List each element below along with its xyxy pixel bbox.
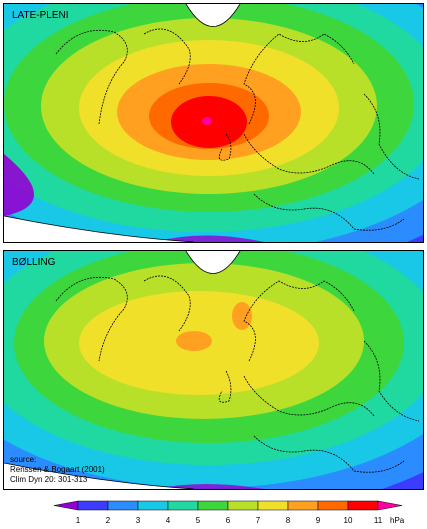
contour-band xyxy=(176,331,212,351)
contour-band xyxy=(202,117,212,125)
legend-tick-label: 7 xyxy=(256,516,261,525)
source-citation: source: Renssen & Bogaart (2001) Clim Dy… xyxy=(10,455,105,485)
legend-swatch xyxy=(107,500,139,511)
map-boundary xyxy=(4,215,195,242)
map-boundary xyxy=(185,251,241,274)
legend-arrow-high xyxy=(377,500,403,511)
coastlines xyxy=(55,28,420,231)
legend-tick-label: 6 xyxy=(226,516,231,525)
source-line: Clim Dyn 20: 301-313 xyxy=(10,475,88,484)
panel-title: BØLLING xyxy=(12,257,56,268)
pressure-map-bolling xyxy=(4,251,423,489)
color-scale-bar: 1 2 3 4 5 6 7 8 9 10 11 hPa xyxy=(53,500,405,525)
legend-swatch xyxy=(347,500,379,511)
panel-title: LATE-PLENI xyxy=(12,10,69,21)
source-line: source: xyxy=(10,455,37,464)
legend-swatch xyxy=(167,500,199,511)
legend-tick-label: 1 xyxy=(76,516,81,525)
legend-arrow-low xyxy=(53,500,79,511)
coastlines xyxy=(55,275,420,473)
map-boundary xyxy=(4,462,195,489)
pressure-map-late-pleni xyxy=(4,4,423,242)
legend-tick-label: 5 xyxy=(196,516,201,525)
legend-swatch xyxy=(287,500,319,511)
legend-tick-label: 11 xyxy=(374,516,383,525)
legend-swatch xyxy=(197,500,229,511)
legend-tick-label: 9 xyxy=(316,516,321,525)
legend-swatch xyxy=(317,500,349,511)
source-line: Renssen & Bogaart (2001) xyxy=(10,465,105,474)
contour-band xyxy=(154,235,264,242)
legend-swatch xyxy=(137,500,169,511)
legend-tick-label: 2 xyxy=(106,516,111,525)
contour-band xyxy=(232,302,252,330)
legend-unit-label: hPa xyxy=(390,516,405,525)
legend-tick-label: 8 xyxy=(286,516,291,525)
map-panel-bolling: BØLLING source: Renssen & Bogaart (2001)… xyxy=(3,250,424,490)
contour-band xyxy=(4,154,34,216)
color-legend: 1 2 3 4 5 6 7 8 9 10 11 hPa xyxy=(0,496,427,529)
legend-tick-label: 3 xyxy=(136,516,141,525)
map-panel-late-pleni: LATE-PLENI xyxy=(3,3,424,243)
legend-swatch xyxy=(257,500,289,511)
legend-swatch xyxy=(77,500,109,511)
map-boundary xyxy=(185,4,241,27)
legend-swatch xyxy=(227,500,259,511)
legend-tick-label: 4 xyxy=(166,516,171,525)
legend-tick-label: 10 xyxy=(344,516,353,525)
